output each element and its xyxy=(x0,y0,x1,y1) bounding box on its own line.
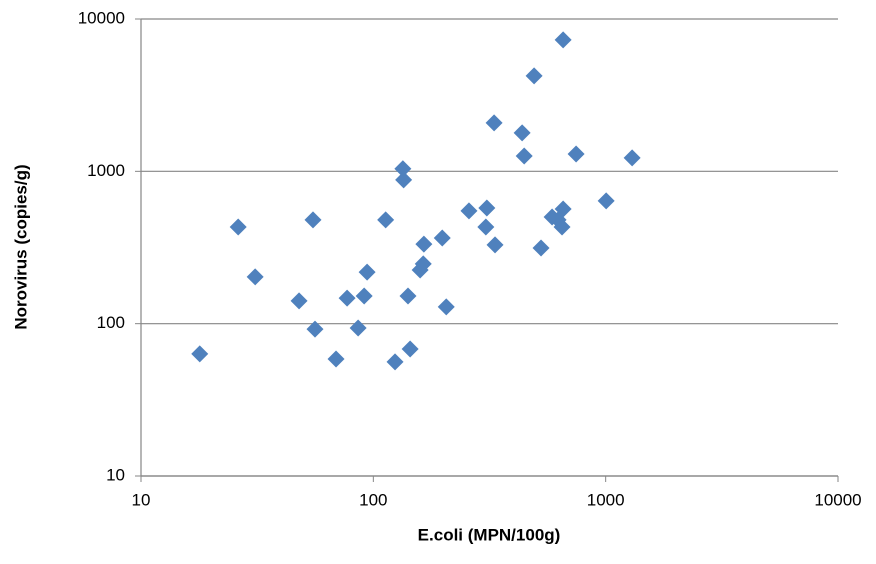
point xyxy=(349,319,367,337)
point xyxy=(191,345,209,363)
point xyxy=(486,236,504,254)
x-tick-label: 10000 xyxy=(814,490,861,509)
y-axis-title: Norovirus (copies/g) xyxy=(11,164,30,329)
point xyxy=(377,211,395,229)
point xyxy=(229,218,247,236)
point xyxy=(290,292,308,310)
point xyxy=(623,149,641,167)
point xyxy=(414,255,432,273)
point xyxy=(553,218,571,236)
point xyxy=(401,340,419,358)
point xyxy=(554,31,572,49)
point xyxy=(433,229,451,247)
point xyxy=(485,114,503,132)
y-tick-label: 100 xyxy=(97,313,125,332)
point xyxy=(304,211,322,229)
point xyxy=(306,320,324,338)
point xyxy=(513,124,531,142)
point xyxy=(515,147,533,165)
point xyxy=(338,289,356,307)
point xyxy=(567,145,585,163)
y-tick-label: 10000 xyxy=(78,8,125,27)
point xyxy=(394,160,412,178)
point xyxy=(386,353,404,371)
x-tick-label: 1000 xyxy=(587,490,625,509)
point xyxy=(246,268,264,286)
point xyxy=(477,218,495,236)
point xyxy=(460,202,478,220)
y-tick-label: 1000 xyxy=(87,161,125,180)
x-tick-label: 10 xyxy=(132,490,151,509)
point xyxy=(395,171,413,189)
point xyxy=(415,235,433,253)
point xyxy=(525,67,543,85)
y-tick-label: 10 xyxy=(106,465,125,484)
x-tick-label: 100 xyxy=(359,490,387,509)
point xyxy=(478,199,496,217)
point xyxy=(355,287,373,305)
point xyxy=(327,350,345,368)
point xyxy=(554,200,572,218)
point xyxy=(358,263,376,281)
x-axis-title: E.coli (MPN/100g) xyxy=(418,525,561,544)
point xyxy=(532,239,550,257)
point xyxy=(399,287,417,305)
point xyxy=(597,192,615,210)
point xyxy=(437,298,455,316)
